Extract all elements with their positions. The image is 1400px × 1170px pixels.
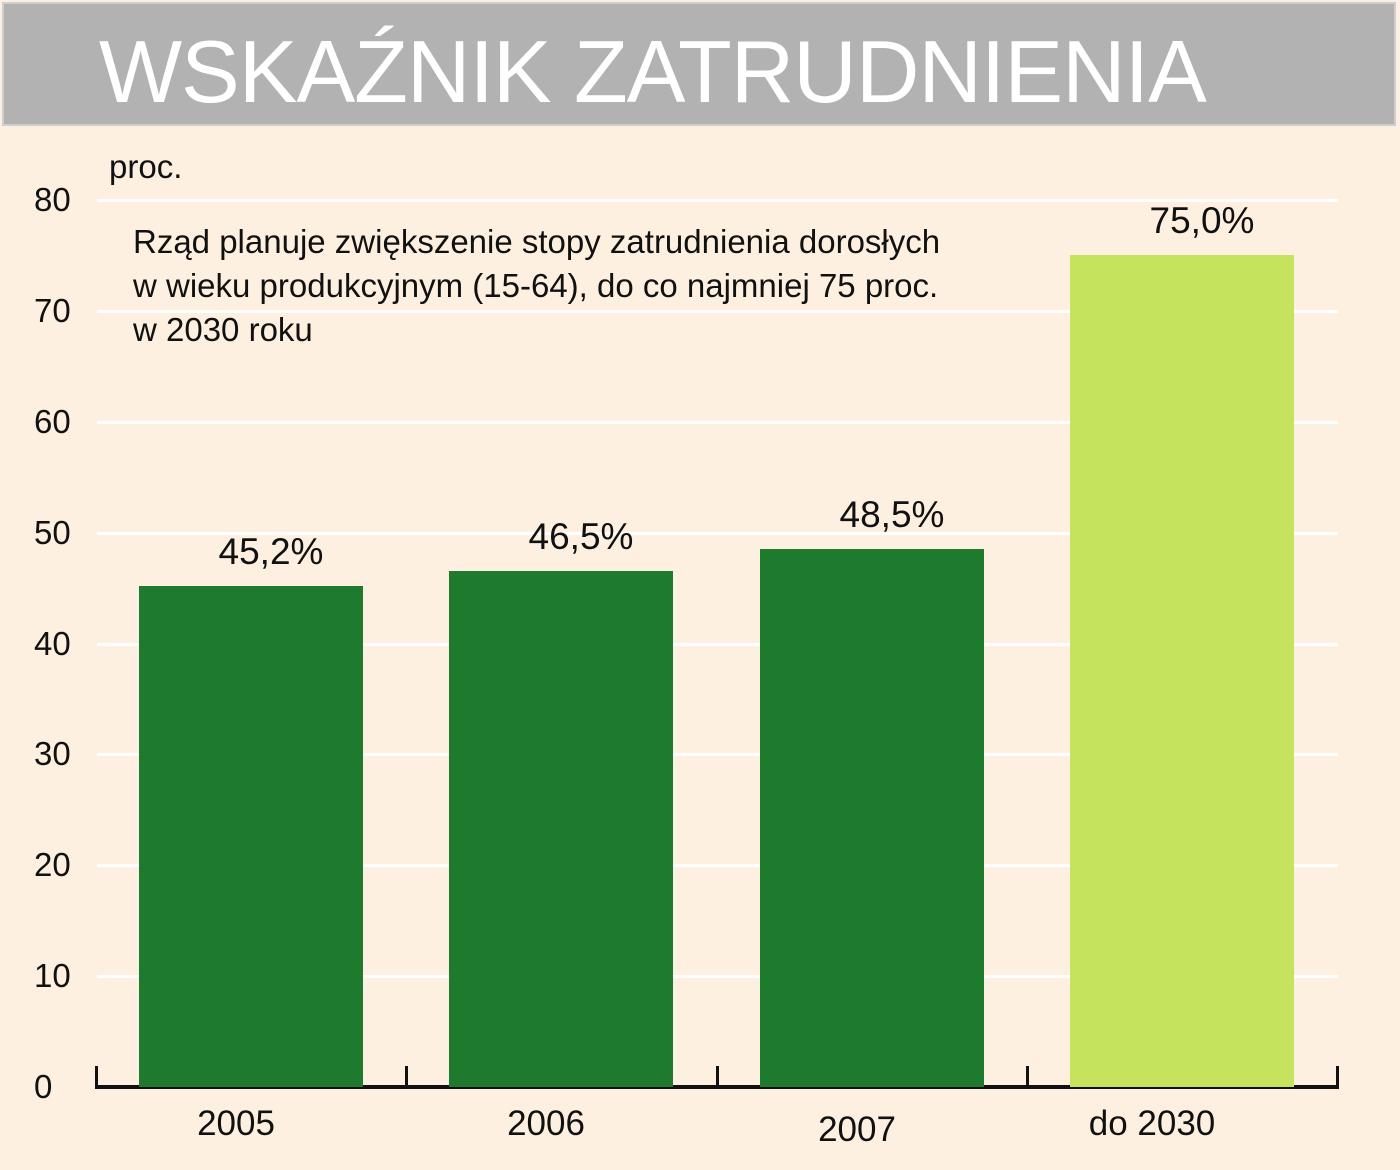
y-tick-label: 40 <box>34 624 71 662</box>
bar-value-label: 75,0% <box>1149 200 1255 242</box>
gridline <box>97 309 1338 313</box>
title-band: WSKAŹNIK ZATRUDNIENIA <box>2 2 1396 126</box>
bar-2007 <box>760 549 984 1087</box>
y-tick-label: 80 <box>34 181 71 218</box>
x-tick-mark <box>1336 1066 1339 1087</box>
y-tick-label: 70 <box>34 291 71 329</box>
y-tick-label: 30 <box>34 735 71 773</box>
x-tick-mark <box>1026 1066 1029 1087</box>
gridline <box>97 975 1338 979</box>
annotation-note: Rząd planuje zwiększenie stopy zatrudnie… <box>133 220 940 352</box>
x-axis-line <box>95 1085 1339 1089</box>
gridline <box>97 864 1338 868</box>
y-tick-label: 20 <box>34 846 71 884</box>
y-axis-unit: proc. <box>109 148 183 185</box>
bar-value-label: 46,5% <box>528 516 634 558</box>
x-category-label: 2005 <box>197 1104 275 1143</box>
note-line-3: w 2030 roku <box>133 311 313 348</box>
bar-value-label: 48,5% <box>839 494 945 536</box>
gridline <box>97 642 1338 646</box>
y-tick-label: 50 <box>34 513 71 551</box>
y-tick-label: 60 <box>34 402 71 440</box>
bar-value-label: 45,2% <box>218 530 324 572</box>
x-category-label: 2006 <box>507 1104 585 1143</box>
bar-do-2030 <box>1070 255 1294 1087</box>
note-line-2: w wieku produkcyjnym (15-64), do co najm… <box>133 267 939 304</box>
y-tick-label: 0 <box>34 1068 53 1105</box>
y-tick-label: 10 <box>34 957 71 995</box>
note-line-1: Rząd planuje zwiększenie stopy zatrudnie… <box>133 223 941 260</box>
gridline <box>97 531 1338 535</box>
x-tick-mark <box>716 1066 719 1087</box>
chart-title: WSKAŹNIK ZATRUDNIENIA <box>99 22 1207 121</box>
gridline <box>97 420 1338 424</box>
x-category-label: 2007 <box>818 1110 896 1149</box>
x-tick-mark <box>405 1066 408 1087</box>
x-tick-mark <box>95 1066 98 1087</box>
gridline <box>97 199 1338 202</box>
bar-2005 <box>139 585 363 1087</box>
bar-2006 <box>449 571 673 1087</box>
x-category-label: do 2030 <box>1088 1104 1216 1143</box>
gridline <box>97 753 1338 757</box>
